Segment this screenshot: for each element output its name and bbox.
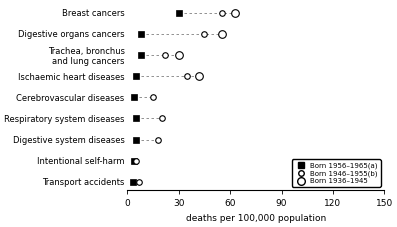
Legend: Born 1956–1965(a), Born 1946–1955(b), Born 1936–1945: Born 1956–1965(a), Born 1946–1955(b), Bo… [292,159,381,187]
X-axis label: deaths per 100,000 population: deaths per 100,000 population [186,214,326,223]
